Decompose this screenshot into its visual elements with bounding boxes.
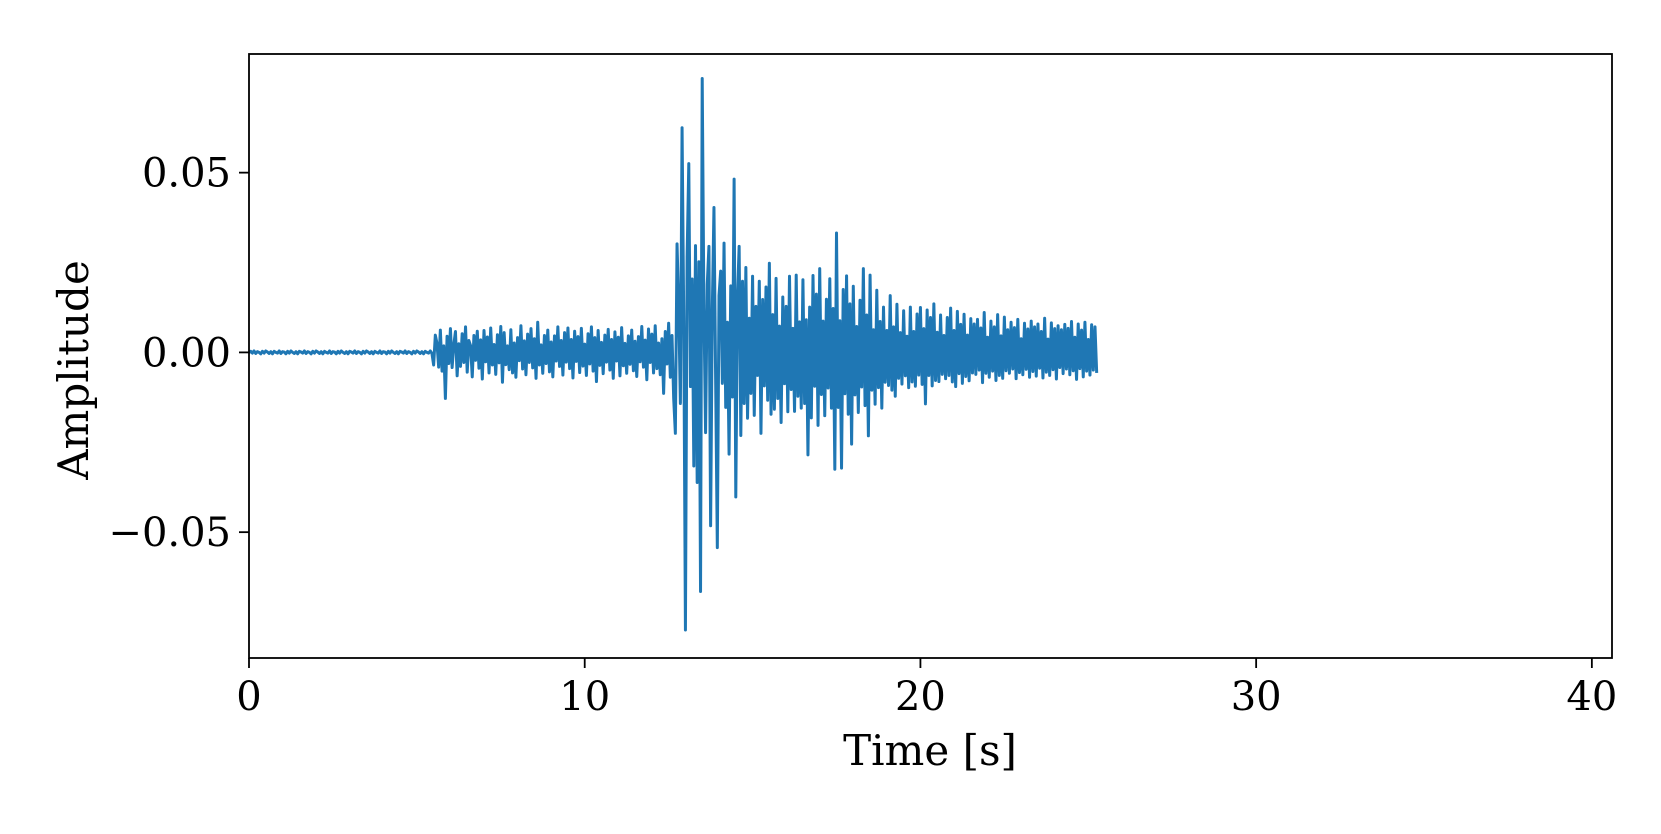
y-axis-ticks: −0.05 0.00 0.05 [108,151,249,556]
y-axis-label: Amplitude [49,260,98,481]
x-axis-ticks: 0 10 20 30 40 [236,658,1617,720]
x-axis-label: Time [s] [843,726,1017,775]
x-tick-label: 10 [559,674,610,720]
x-tick-label: 20 [895,674,946,720]
plot-area [248,53,1613,659]
y-tick-label: 0.05 [142,151,231,197]
series-line-0 [248,76,1099,632]
axes-frame [248,53,1613,659]
y-tick-label: 0.00 [142,330,231,376]
x-tick-label: 40 [1566,674,1617,720]
x-tick-label: 30 [1231,674,1282,720]
x-tick-label: 0 [236,674,261,720]
y-tick-label: −0.05 [108,510,231,556]
